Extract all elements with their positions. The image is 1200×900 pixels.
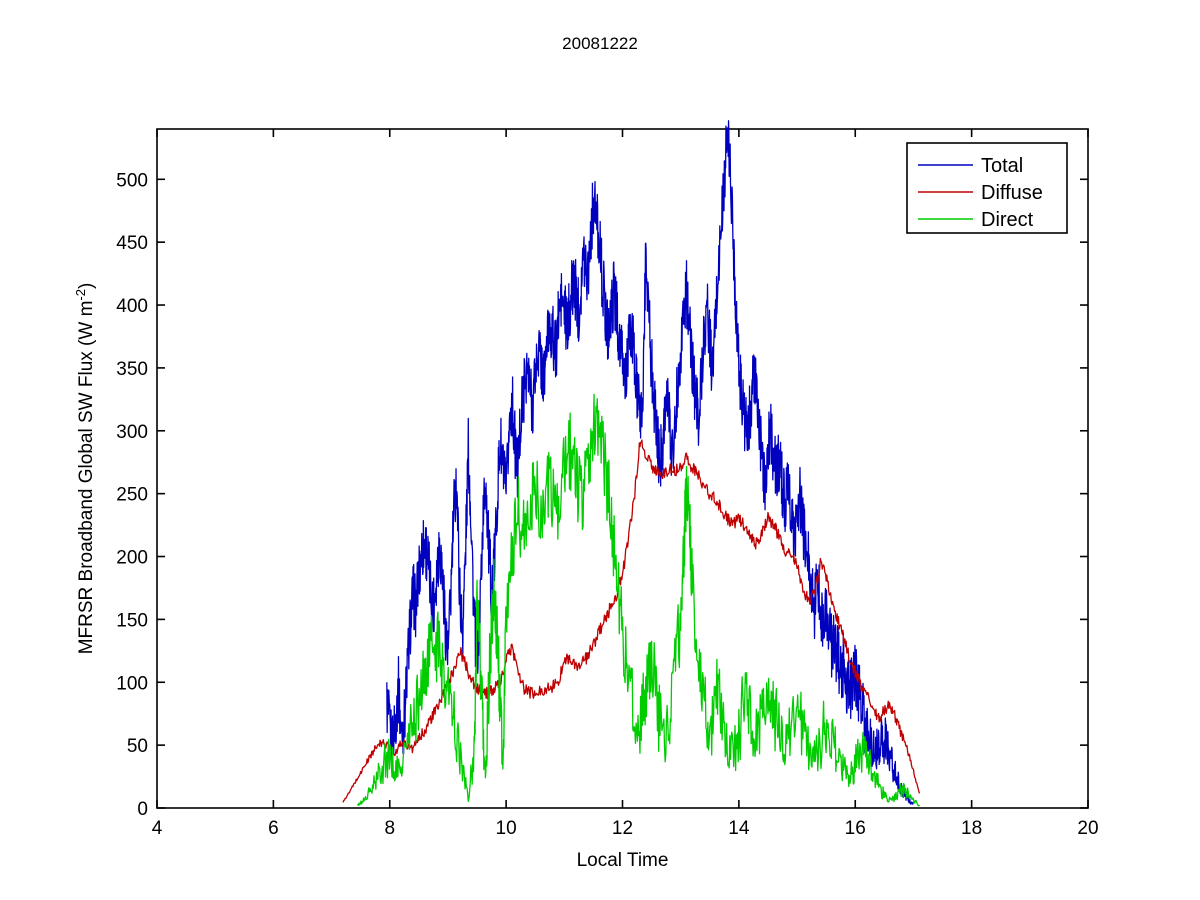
- y-axis-title-close: ): [76, 283, 97, 289]
- legend-box[interactable]: [906, 142, 1068, 234]
- axes-group: 4 6 8 10 12 14 16 18 200501001502002503003504004…: [73, 128, 1099, 871]
- y-axis-title-text: MFRSR Broadband Global SW Flux (W m-2): [73, 283, 97, 655]
- legend-label-diffuse[interactable]: Diffuse: [981, 182, 1043, 204]
- x-tick-label: 18: [961, 818, 982, 839]
- series-line-total: [386, 120, 914, 805]
- y-tick-label: 350: [116, 359, 148, 380]
- y-tick-label: 450: [116, 233, 148, 254]
- y-tick-label: 150: [116, 610, 148, 631]
- legend-group[interactable]: Total Diffuse Direct: [906, 142, 1068, 234]
- y-tick-label: 100: [116, 673, 148, 694]
- x-tick-label: 4: [152, 818, 163, 839]
- x-tick-label: 14: [728, 818, 750, 839]
- y-tick-label: 50: [127, 736, 148, 757]
- series-group: [342, 120, 920, 807]
- figure-title: 20081222: [562, 34, 638, 53]
- x-tick-label: 8: [384, 818, 395, 839]
- x-axis-title: Local Time: [577, 850, 669, 871]
- y-tick-label: 400: [116, 296, 148, 317]
- series-line-diffuse: [342, 439, 920, 803]
- y-tick-label: 500: [116, 170, 148, 191]
- y-axis-title: MFRSR Broadband Global SW Flux (W m-2): [73, 283, 97, 655]
- x-tick-label: 12: [612, 818, 633, 839]
- y-tick-label: 300: [116, 422, 148, 443]
- y-axis-title-exponent: -2: [73, 289, 88, 301]
- x-tick-label: 20: [1077, 818, 1098, 839]
- x-tick-label: 16: [845, 818, 866, 839]
- legend-label-direct[interactable]: Direct: [981, 209, 1034, 231]
- y-axis-title-main: MFRSR Broadband Global SW Flux (W m: [76, 301, 97, 655]
- x-tick-label: 10: [496, 818, 517, 839]
- legend-label-total[interactable]: Total: [981, 155, 1023, 177]
- y-tick-label: 0: [137, 799, 148, 820]
- x-tick-label: 6: [268, 818, 279, 839]
- series-line-direct: [357, 393, 920, 807]
- y-tick-label: 250: [116, 485, 148, 506]
- y-tick-label: 200: [116, 548, 148, 569]
